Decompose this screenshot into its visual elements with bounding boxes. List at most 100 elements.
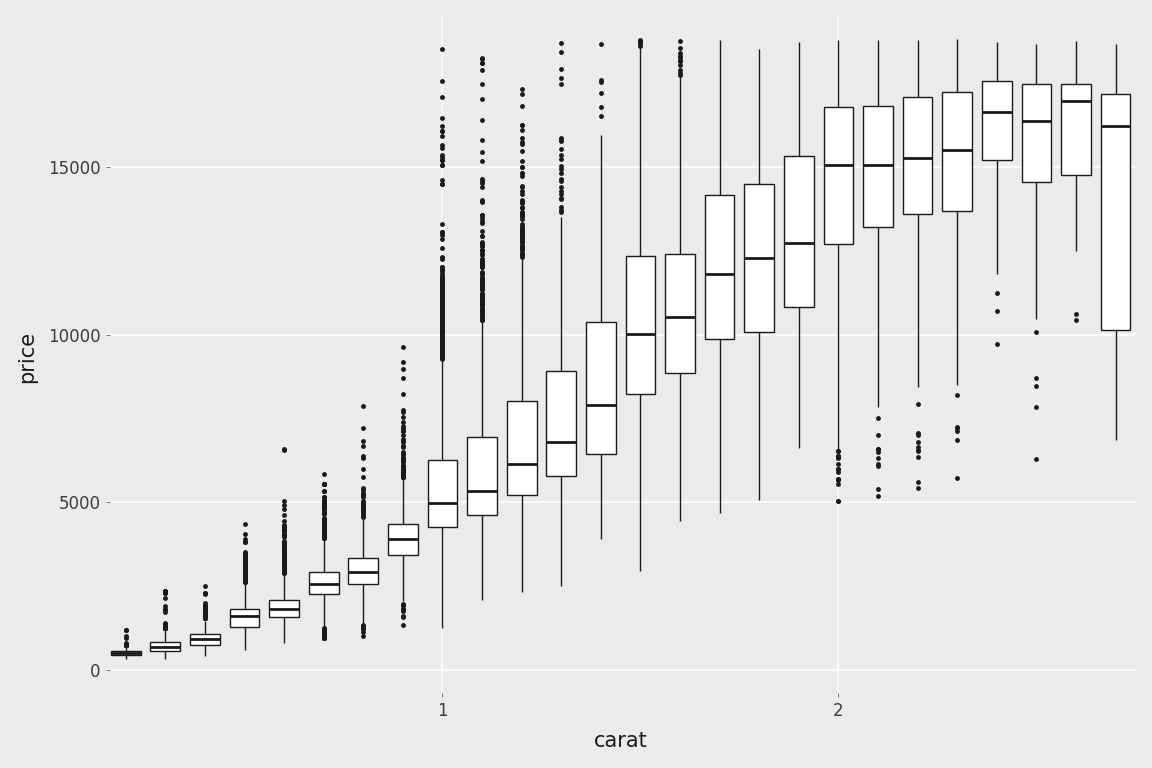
Point — [513, 213, 531, 225]
Point — [394, 455, 412, 467]
Point — [829, 473, 848, 485]
Point — [433, 302, 452, 314]
Point — [472, 51, 491, 64]
Point — [235, 572, 253, 584]
Point — [235, 573, 253, 585]
Point — [472, 57, 491, 69]
Point — [354, 619, 372, 631]
Point — [394, 466, 412, 478]
Point — [433, 299, 452, 311]
Point — [116, 639, 135, 651]
Bar — [348, 558, 378, 584]
Point — [433, 313, 452, 326]
Point — [948, 472, 967, 484]
Point — [314, 626, 333, 638]
Point — [433, 281, 452, 293]
Point — [433, 319, 452, 332]
Point — [433, 333, 452, 345]
Point — [235, 576, 253, 588]
Point — [433, 158, 452, 170]
Point — [513, 210, 531, 223]
Point — [829, 462, 848, 475]
Point — [472, 273, 491, 286]
Point — [513, 119, 531, 131]
Point — [909, 429, 927, 442]
Point — [275, 519, 294, 531]
Point — [433, 324, 452, 336]
Point — [354, 449, 372, 462]
Point — [275, 552, 294, 564]
Point — [433, 335, 452, 347]
Point — [314, 626, 333, 638]
Point — [275, 562, 294, 574]
Point — [354, 471, 372, 483]
Point — [275, 541, 294, 553]
Point — [314, 628, 333, 641]
Point — [513, 200, 531, 213]
Point — [829, 452, 848, 465]
Point — [472, 291, 491, 303]
Point — [869, 452, 887, 464]
Point — [472, 303, 491, 316]
Point — [513, 88, 531, 100]
Point — [670, 55, 689, 67]
Point — [354, 502, 372, 514]
Point — [472, 224, 491, 237]
Point — [909, 398, 927, 410]
Point — [196, 611, 214, 623]
Point — [513, 206, 531, 218]
Point — [472, 313, 491, 325]
Point — [235, 575, 253, 588]
Point — [552, 163, 570, 175]
Point — [513, 197, 531, 210]
Point — [592, 38, 611, 50]
Point — [275, 535, 294, 547]
Point — [869, 482, 887, 495]
Point — [433, 346, 452, 359]
Point — [987, 338, 1006, 350]
Point — [314, 514, 333, 526]
Point — [513, 194, 531, 206]
Point — [314, 515, 333, 527]
Point — [394, 453, 412, 465]
Point — [433, 336, 452, 348]
Point — [275, 522, 294, 535]
Point — [433, 42, 452, 55]
Point — [116, 639, 135, 651]
Point — [116, 639, 135, 651]
Point — [196, 612, 214, 624]
Point — [869, 442, 887, 455]
Point — [552, 167, 570, 179]
Point — [354, 508, 372, 521]
Point — [472, 134, 491, 147]
Point — [433, 339, 452, 351]
Point — [472, 267, 491, 280]
Point — [196, 603, 214, 615]
Point — [157, 603, 175, 615]
Point — [354, 509, 372, 521]
Point — [314, 524, 333, 536]
Point — [472, 257, 491, 269]
Point — [314, 478, 333, 491]
Point — [314, 522, 333, 535]
Point — [196, 606, 214, 618]
Point — [433, 310, 452, 322]
Point — [433, 139, 452, 151]
Point — [314, 626, 333, 638]
Point — [235, 572, 253, 584]
Point — [196, 610, 214, 622]
Point — [670, 50, 689, 62]
Point — [157, 621, 175, 633]
Point — [394, 470, 412, 482]
Point — [314, 478, 333, 491]
Point — [275, 556, 294, 568]
Point — [275, 560, 294, 572]
Point — [433, 337, 452, 349]
Point — [314, 527, 333, 539]
Point — [314, 629, 333, 641]
Point — [275, 531, 294, 543]
Point — [433, 309, 452, 321]
Point — [433, 286, 452, 299]
Point — [472, 287, 491, 300]
Point — [433, 284, 452, 296]
